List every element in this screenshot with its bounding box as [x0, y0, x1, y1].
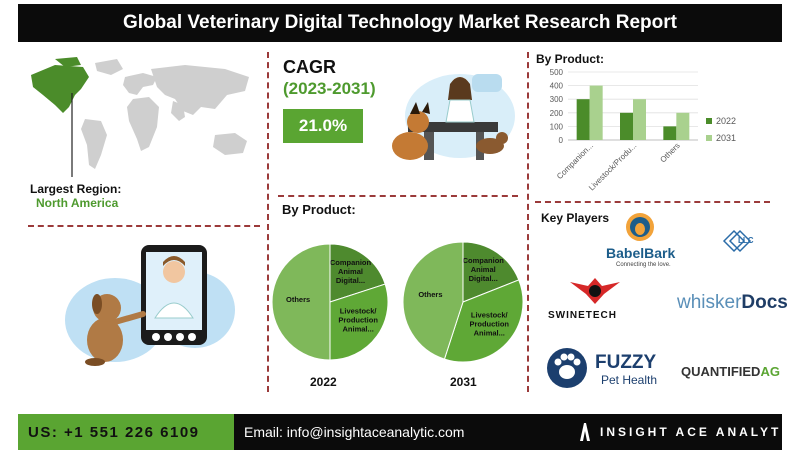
pie-label-line: Animal — [338, 267, 363, 276]
bar-category-label-0: Companion... — [555, 141, 595, 181]
bar-2031-2 — [676, 112, 690, 140]
quantifiedag-name-b: AG — [760, 364, 780, 379]
footer-phone[interactable]: US: +1 551 226 6109 — [18, 414, 234, 450]
pie-charts: Companion Animal Digital...Livestock/Produ… — [271, 241, 524, 363]
bar-ytick-label-1: 100 — [550, 122, 564, 131]
separator-bar — [535, 201, 770, 203]
pie-slice-0 — [462, 241, 520, 303]
pie-label-line: Companion — [463, 256, 505, 265]
bar-2031-1 — [633, 99, 646, 140]
babelbark-tagline: Connecting the love. — [616, 262, 671, 268]
bar-legend-label-2031: 2031 — [716, 133, 736, 143]
bar-ytick-label-4: 400 — [550, 82, 564, 91]
pie-slice-2 — [271, 243, 331, 361]
world-map-icon — [31, 57, 249, 177]
bar-ytick-label-5: 500 — [550, 68, 564, 77]
babelbark-name: BabelBark — [606, 245, 676, 261]
pie-section-title: By Product: — [282, 202, 356, 217]
separator-region — [28, 225, 260, 227]
bar-legend-swatch-2022 — [706, 118, 712, 124]
bar-category-label-1: Livestock/Produ... — [587, 141, 638, 192]
pie-label-line: Digital... — [336, 276, 365, 285]
largest-region-value: North America — [36, 196, 119, 210]
pie-slice-0 — [329, 243, 386, 303]
page-title: Global Veterinary Digital Technology Mar… — [18, 4, 782, 42]
pie-label-line: Animal... — [474, 329, 505, 338]
pie-label-2022: 2022 — [310, 375, 337, 389]
bar-ytick-label-0: 0 — [559, 136, 564, 145]
bar-2022-1 — [620, 112, 633, 140]
pie-label-line: Livestock/ — [340, 306, 378, 315]
pie-label-line: Others — [418, 290, 442, 299]
bar-2022-2 — [663, 126, 677, 140]
bar-2022-0 — [576, 99, 590, 140]
pie-label-line: Others — [286, 295, 310, 304]
pie-label-line: Animal — [471, 265, 496, 274]
bar-ytick-label-2: 200 — [550, 109, 564, 118]
quantifiedag-name: QUANTIFIEDAG — [681, 364, 780, 379]
whiskerdocs-name: whiskerDocs — [677, 292, 788, 314]
separator-right — [527, 52, 529, 392]
pie-label-2031: 2031 — [450, 375, 477, 389]
largest-region-label: Largest Region: — [30, 182, 122, 196]
pie-label-line: Companion — [330, 258, 372, 267]
pie-label-2: Others — [286, 295, 310, 304]
fuzzy-logo-icon — [547, 348, 587, 388]
pie-label-1: Livestock/Production Animal... — [338, 306, 378, 333]
pie-label-0: Companion Animal Digital... — [330, 258, 372, 285]
bar-chart: 0 100 200 300 400 500 Companion...Livestock/P… — [550, 68, 736, 192]
separator-left — [267, 52, 269, 392]
pie-chart-2031: Companion Animal Digital... Livestock/Produ… — [402, 241, 524, 363]
vet-phone-illustration-icon — [65, 245, 235, 366]
bar-section-title: By Product: — [536, 52, 605, 66]
pie-slice-2 — [402, 241, 464, 360]
whiskerdocs-name-b: Docs — [741, 292, 788, 313]
key-players-title: Key Players — [541, 211, 610, 225]
bar-legend-label-2022: 2022 — [716, 116, 736, 126]
pie-label-1: Livestock/Production Animal... — [469, 311, 509, 338]
llc-name: LLC — [738, 236, 754, 245]
pie-chart-2022: Companion Animal Digital... Livestock/Produ… — [271, 243, 389, 361]
insightace-logo-icon — [580, 423, 590, 441]
fuzzy-subname: Pet Health — [601, 373, 658, 387]
babelbark-logo-icon — [626, 213, 654, 241]
cagr-label: CAGR — [283, 57, 336, 77]
swinetech-logo-icon — [570, 278, 620, 304]
pie-label-2: Others — [418, 290, 442, 299]
pie-label-line: Digital... — [469, 274, 498, 283]
pie-slice-1 — [329, 283, 389, 361]
bar-2031-0 — [589, 85, 603, 140]
bar-legend-swatch-2031 — [706, 135, 712, 141]
footer-email[interactable]: Email: info@insightaceanalytic.com — [234, 414, 782, 450]
vet-dogs-illustration-icon — [392, 74, 515, 160]
llc-logo-icon — [722, 229, 752, 253]
pie-label-line: Animal... — [343, 324, 374, 333]
cagr-value-badge: 21.0% — [283, 109, 363, 143]
fuzzy-name: FUZZY — [595, 352, 657, 373]
pie-label-line: Production — [469, 320, 509, 329]
bar-category-label-2: Others — [658, 141, 681, 164]
pie-slice-1 — [443, 279, 524, 363]
pie-label-line: Livestock/ — [471, 311, 509, 320]
separator-cagr — [278, 195, 518, 197]
bar-ytick-label-3: 300 — [550, 95, 564, 104]
pie-label-line: Production — [338, 315, 378, 324]
quantifiedag-name-a: QUANTIFIED — [681, 364, 761, 379]
brand-name: INSIGHT ACE ANALYTIC — [600, 425, 800, 439]
cagr-period: (2023-2031) — [283, 79, 376, 98]
pie-label-0: Companion Animal Digital... — [463, 256, 505, 283]
whiskerdocs-name-a: whisker — [677, 292, 742, 313]
swinetech-name: SWINETECH — [548, 310, 617, 321]
